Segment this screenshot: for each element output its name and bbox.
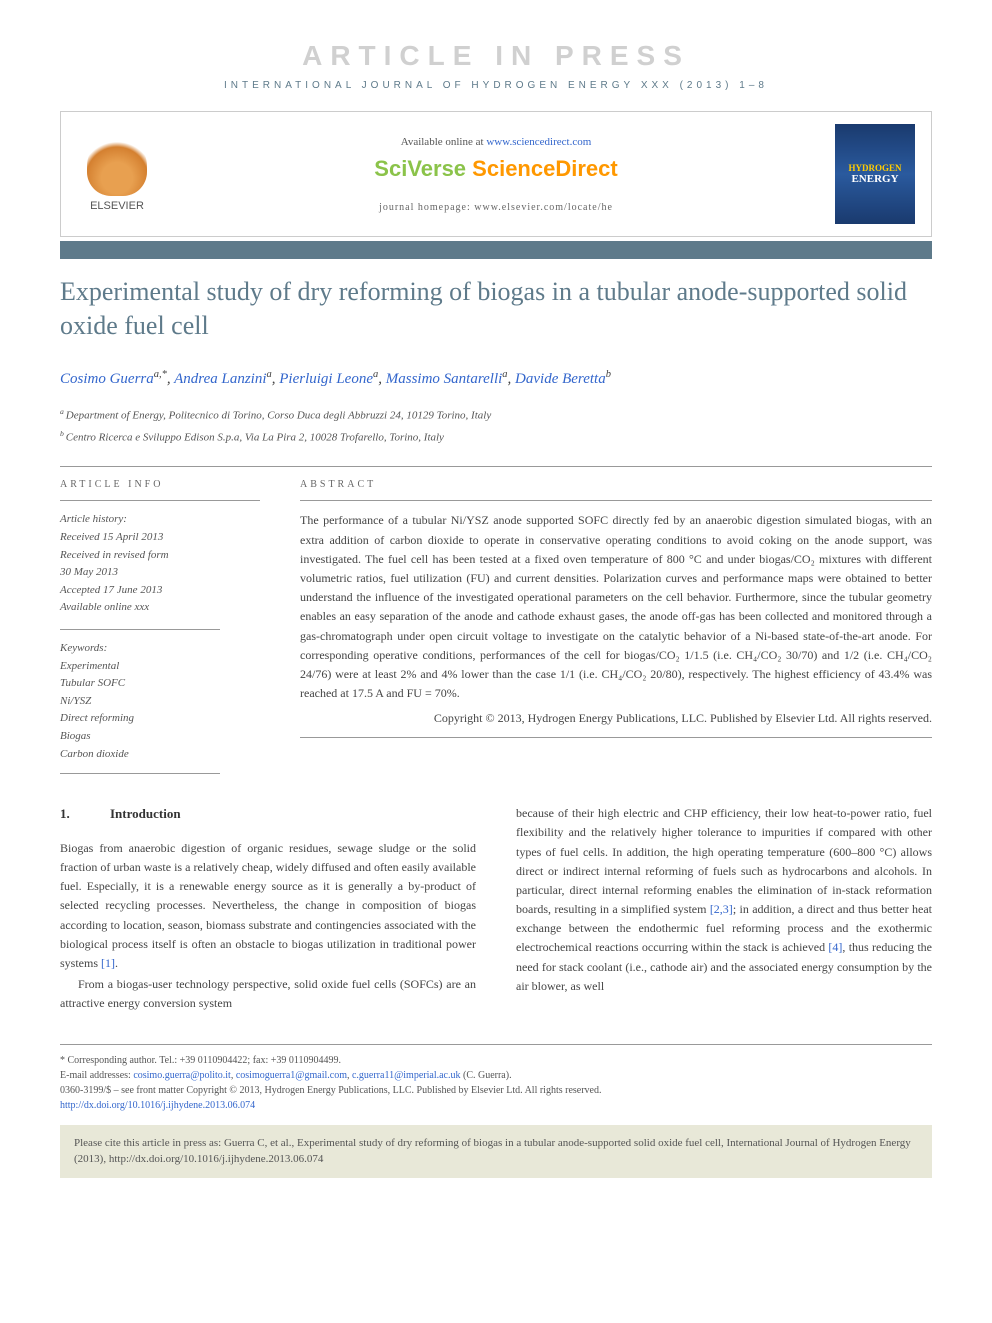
author-name-link[interactable]: Davide Beretta bbox=[515, 371, 606, 387]
abstract-divider-bottom bbox=[300, 737, 932, 738]
info-abstract-row: ARTICLE INFO Article history: Received 1… bbox=[60, 479, 932, 774]
elsevier-tree-icon bbox=[87, 136, 147, 196]
available-label: Available online at bbox=[401, 136, 487, 148]
accepted-date: Accepted 17 June 2013 bbox=[60, 582, 260, 600]
sciencedirect-link[interactable]: www.sciencedirect.com bbox=[486, 136, 591, 148]
info-sub-divider bbox=[60, 629, 220, 630]
abstract-col: ABSTRACT The performance of a tubular Ni… bbox=[300, 479, 932, 774]
ref-4-link[interactable]: [4] bbox=[828, 940, 842, 954]
intro-p3-text1: because of their high electric and CHP e… bbox=[516, 806, 932, 916]
keyword: Biogas bbox=[60, 728, 260, 746]
ref-23-link[interactable]: [2,3] bbox=[710, 902, 733, 916]
keywords-label: Keywords: bbox=[60, 640, 260, 658]
section-title: Introduction bbox=[110, 806, 181, 821]
authors-list: Cosimo Guerraa,*, Andrea Lanzinia, Pierl… bbox=[60, 367, 932, 391]
intro-p1-text: Biogas from anaerobic digestion of organ… bbox=[60, 841, 476, 970]
abstract-label: ABSTRACT bbox=[300, 479, 932, 490]
email-link[interactable]: cosimoguerra1@gmail.com bbox=[236, 1070, 347, 1081]
body-col-right: because of their high electric and CHP e… bbox=[516, 804, 932, 1013]
sciverse-part2: ScienceDirect bbox=[472, 156, 618, 181]
author-affil-sup: a bbox=[373, 369, 378, 380]
keywords-list: ExperimentalTubular SOFCNi/YSZDirect ref… bbox=[60, 658, 260, 764]
cover-title-2: ENERGY bbox=[851, 173, 898, 185]
intro-p2: From a biogas-user technology perspectiv… bbox=[60, 975, 476, 1013]
header-box: ELSEVIER Available online at www.science… bbox=[60, 111, 932, 237]
history-label: Article history: bbox=[60, 511, 260, 529]
email-link[interactable]: cosimo.guerra@polito.it bbox=[133, 1070, 231, 1081]
sciverse-logo: SciVerse ScienceDirect bbox=[173, 156, 819, 182]
affiliation: a Department of Energy, Politecnico di T… bbox=[60, 406, 932, 424]
elsevier-text: ELSEVIER bbox=[90, 200, 144, 212]
author: Pierluigi Leonea bbox=[279, 371, 378, 387]
cover-title-1: HYDROGEN bbox=[848, 163, 901, 173]
footer: * Corresponding author. Tel.: +39 011090… bbox=[60, 1044, 932, 1113]
section-number: 1. bbox=[60, 804, 110, 825]
doi-link[interactable]: http://dx.doi.org/10.1016/j.ijhydene.201… bbox=[60, 1100, 255, 1111]
keyword: Direct reforming bbox=[60, 710, 260, 728]
journal-header: INTERNATIONAL JOURNAL OF HYDROGEN ENERGY… bbox=[60, 80, 932, 91]
abstract-divider-top bbox=[300, 500, 932, 501]
sciverse-part1: SciVerse bbox=[374, 156, 472, 181]
divider bbox=[60, 466, 932, 467]
intro-p3: because of their high electric and CHP e… bbox=[516, 804, 932, 996]
header-center: Available online at www.sciencedirect.co… bbox=[173, 136, 819, 213]
article-history: Article history: Received 15 April 2013 … bbox=[60, 511, 260, 763]
author-name-link[interactable]: Massimo Santarelli bbox=[386, 371, 503, 387]
section-heading: 1.Introduction bbox=[60, 804, 476, 825]
article-info-col: ARTICLE INFO Article history: Received 1… bbox=[60, 479, 260, 774]
author-name-link[interactable]: Pierluigi Leone bbox=[279, 371, 373, 387]
copyright-text: Copyright © 2013, Hydrogen Energy Public… bbox=[300, 709, 932, 727]
watermark-text: ARTICLE IN PRESS bbox=[60, 40, 932, 72]
author: Davide Berettab bbox=[515, 371, 611, 387]
author: Andrea Lanzinia bbox=[174, 371, 272, 387]
keyword: Tubular SOFC bbox=[60, 675, 260, 693]
email-link[interactable]: c.guerra11@imperial.ac.uk bbox=[352, 1070, 461, 1081]
cite-box: Please cite this article in press as: Gu… bbox=[60, 1125, 932, 1178]
title-bar bbox=[60, 241, 932, 259]
revised-label: Received in revised form bbox=[60, 547, 260, 565]
info-divider-top bbox=[60, 500, 260, 501]
affiliations: a Department of Energy, Politecnico di T… bbox=[60, 406, 932, 446]
author: Massimo Santarellia bbox=[386, 371, 508, 387]
ref-1-link[interactable]: [1] bbox=[101, 956, 115, 970]
author: Cosimo Guerraa,* bbox=[60, 371, 167, 387]
author-affil-sup: b bbox=[606, 369, 611, 380]
author-affil-sup: a bbox=[502, 369, 507, 380]
email-label: E-mail addresses: bbox=[60, 1070, 133, 1081]
received-date: Received 15 April 2013 bbox=[60, 529, 260, 547]
author-affil-sup: a,* bbox=[154, 369, 167, 380]
body-two-col: 1.Introduction Biogas from anaerobic dig… bbox=[60, 804, 932, 1013]
article-title: Experimental study of dry reforming of b… bbox=[60, 275, 932, 343]
affiliation: b Centro Ricerca e Sviluppo Edison S.p.a… bbox=[60, 428, 932, 446]
keyword: Carbon dioxide bbox=[60, 746, 260, 764]
email-line: E-mail addresses: cosimo.guerra@polito.i… bbox=[60, 1068, 932, 1083]
revised-date: 30 May 2013 bbox=[60, 564, 260, 582]
author-affil-sup: a bbox=[267, 369, 272, 380]
online-date: Available online xxx bbox=[60, 599, 260, 617]
author-name-link[interactable]: Andrea Lanzini bbox=[174, 371, 266, 387]
journal-homepage: journal homepage: www.elsevier.com/locat… bbox=[173, 202, 819, 213]
available-online: Available online at www.sciencedirect.co… bbox=[173, 136, 819, 148]
keyword: Ni/YSZ bbox=[60, 693, 260, 711]
article-info-label: ARTICLE INFO bbox=[60, 479, 260, 490]
author-name-link[interactable]: Cosimo Guerra bbox=[60, 371, 154, 387]
corresponding-author: * Corresponding author. Tel.: +39 011090… bbox=[60, 1053, 932, 1068]
journal-cover: HYDROGEN ENERGY bbox=[835, 124, 915, 224]
abstract-text: The performance of a tubular Ni/YSZ anod… bbox=[300, 511, 932, 703]
elsevier-logo: ELSEVIER bbox=[77, 129, 157, 219]
keyword: Experimental bbox=[60, 658, 260, 676]
issn-line: 0360-3199/$ – see front matter Copyright… bbox=[60, 1083, 932, 1098]
body-col-left: 1.Introduction Biogas from anaerobic dig… bbox=[60, 804, 476, 1013]
intro-p1: Biogas from anaerobic digestion of organ… bbox=[60, 839, 476, 973]
email-suffix: (C. Guerra). bbox=[460, 1070, 511, 1081]
info-divider-bottom bbox=[60, 773, 220, 774]
